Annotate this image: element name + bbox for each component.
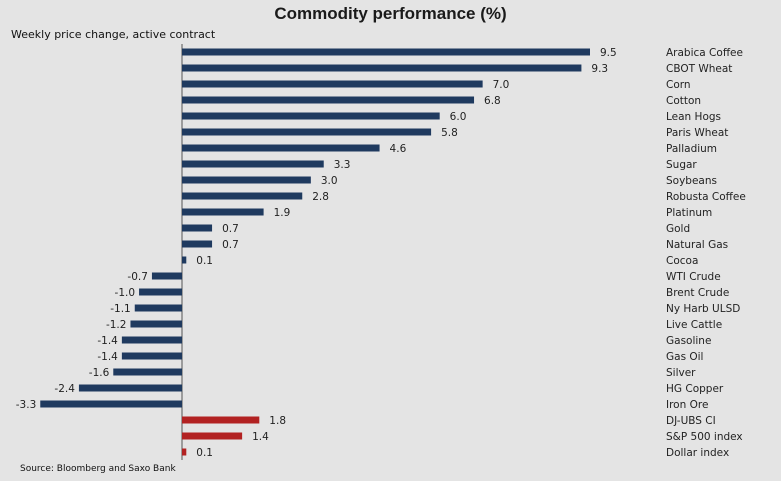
category-label: Dollar index <box>666 447 729 459</box>
category-label: Sugar <box>666 159 697 171</box>
bar <box>121 336 182 344</box>
bar <box>182 224 213 232</box>
bar <box>182 128 432 136</box>
category-label: Cotton <box>666 95 701 107</box>
bar <box>182 240 213 248</box>
data-label: 9.3 <box>591 63 608 75</box>
data-label: 6.0 <box>450 111 467 123</box>
data-label: 1.9 <box>274 207 291 219</box>
category-label: Robusta Coffee <box>666 191 746 203</box>
data-label: -1.4 <box>97 335 118 347</box>
data-label: 4.6 <box>390 143 407 155</box>
bar <box>182 416 260 424</box>
chart-title: Commodity performance (%) <box>274 4 507 23</box>
category-label: Soybeans <box>666 175 717 187</box>
bar <box>182 208 264 216</box>
category-label: WTI Crude <box>666 271 721 283</box>
bar <box>121 352 182 360</box>
category-label: Arabica Coffee <box>666 47 743 59</box>
data-label: 1.8 <box>269 415 286 427</box>
category-label: Gold <box>666 223 690 235</box>
category-label: CBOT Wheat <box>666 63 732 75</box>
category-label: Live Cattle <box>666 319 722 331</box>
category-label: S&P 500 index <box>666 431 743 443</box>
data-label: 6.8 <box>484 95 501 107</box>
data-label: 5.8 <box>441 127 458 139</box>
bar <box>182 192 303 200</box>
category-label: Gasoline <box>666 335 711 347</box>
chart-subtitle: Weekly price change, active contract <box>11 28 216 41</box>
data-label: 0.1 <box>196 447 213 459</box>
category-label: Paris Wheat <box>666 127 728 139</box>
bar <box>182 432 243 440</box>
data-label: 3.0 <box>321 175 338 187</box>
bar <box>182 448 187 456</box>
data-label: -1.6 <box>89 367 110 379</box>
category-label: HG Copper <box>666 383 724 395</box>
category-label: Platinum <box>666 207 712 219</box>
bar <box>182 176 311 184</box>
bar <box>182 80 483 88</box>
bar <box>182 144 380 152</box>
data-label: -3.3 <box>16 399 37 411</box>
category-label: Palladium <box>666 143 717 155</box>
bar <box>182 160 324 168</box>
bar <box>113 368 182 376</box>
category-label: Brent Crude <box>666 287 729 299</box>
data-label: -1.4 <box>97 351 118 363</box>
category-label: Iron Ore <box>666 399 708 411</box>
bar <box>134 304 182 312</box>
category-label: DJ-UBS CI <box>666 415 716 427</box>
data-label: -2.4 <box>54 383 75 395</box>
category-label: Natural Gas <box>666 239 728 251</box>
category-label: Gas Oil <box>666 351 703 363</box>
data-label: -1.1 <box>110 303 131 315</box>
bar <box>182 64 582 72</box>
bar <box>130 320 182 328</box>
data-label: 7.0 <box>493 79 510 91</box>
data-label: -1.0 <box>115 287 136 299</box>
data-label: -1.2 <box>106 319 127 331</box>
chart-source: Source: Bloomberg and Saxo Bank <box>20 464 176 474</box>
bar <box>182 256 187 264</box>
data-label: 2.8 <box>312 191 329 203</box>
data-label: 9.5 <box>600 47 617 59</box>
bar <box>40 400 183 408</box>
data-label: -0.7 <box>127 271 148 283</box>
category-label: Cocoa <box>666 255 698 267</box>
bar <box>151 272 182 280</box>
data-label: 0.1 <box>196 255 213 267</box>
data-label: 3.3 <box>334 159 351 171</box>
bar <box>182 112 440 120</box>
bar <box>182 48 590 56</box>
category-label: Corn <box>666 79 691 91</box>
bar <box>182 96 475 104</box>
category-label: Silver <box>666 367 696 379</box>
data-label: 0.7 <box>222 239 239 251</box>
bar <box>139 288 182 296</box>
category-label: Ny Harb ULSD <box>666 303 740 315</box>
data-label: 1.4 <box>252 431 269 443</box>
bar <box>78 384 182 392</box>
data-label: 0.7 <box>222 223 239 235</box>
category-label: Lean Hogs <box>666 111 721 123</box>
